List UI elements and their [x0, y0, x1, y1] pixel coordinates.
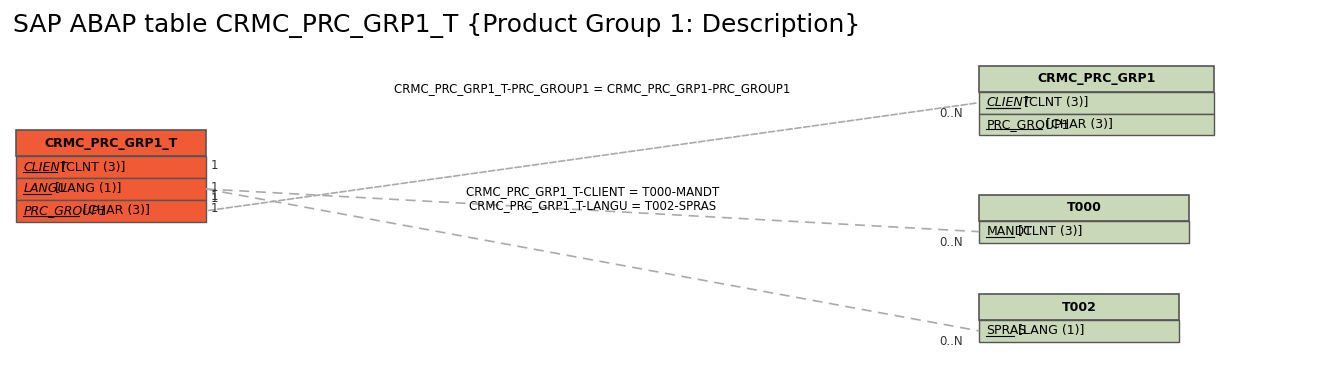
- Text: [CLNT (3)]: [CLNT (3)]: [1014, 225, 1083, 238]
- FancyBboxPatch shape: [979, 320, 1179, 342]
- Text: 1: 1: [211, 192, 218, 205]
- Text: [LANG (1)]: [LANG (1)]: [1014, 325, 1084, 337]
- FancyBboxPatch shape: [979, 66, 1213, 92]
- Text: CLIENT: CLIENT: [24, 161, 68, 174]
- Text: LANGU: LANGU: [24, 182, 66, 196]
- Text: 1: 1: [211, 181, 218, 193]
- Text: 0..N: 0..N: [940, 107, 964, 120]
- FancyBboxPatch shape: [979, 195, 1189, 221]
- FancyBboxPatch shape: [979, 294, 1179, 320]
- Text: [CLNT (3)]: [CLNT (3)]: [1019, 96, 1088, 109]
- Text: T000: T000: [1067, 201, 1102, 215]
- FancyBboxPatch shape: [16, 200, 206, 222]
- Text: MANDT: MANDT: [986, 225, 1033, 238]
- Text: CRMC_PRC_GRP1_T: CRMC_PRC_GRP1_T: [45, 137, 178, 150]
- FancyBboxPatch shape: [16, 156, 206, 178]
- Text: CRMC_PRC_GRP1_T-LANGU = T002-SPRAS: CRMC_PRC_GRP1_T-LANGU = T002-SPRAS: [469, 199, 716, 212]
- FancyBboxPatch shape: [979, 92, 1213, 113]
- FancyBboxPatch shape: [979, 221, 1189, 242]
- Text: 1: 1: [211, 202, 218, 215]
- Text: 1: 1: [211, 190, 218, 204]
- Text: PRC_GROUP1: PRC_GROUP1: [986, 118, 1070, 131]
- FancyBboxPatch shape: [16, 178, 206, 200]
- Text: [CHAR (3)]: [CHAR (3)]: [78, 204, 150, 217]
- Text: T002: T002: [1062, 300, 1096, 314]
- Text: 0..N: 0..N: [940, 335, 964, 348]
- Text: CRMC_PRC_GRP1_T-CLIENT = T000-MANDT: CRMC_PRC_GRP1_T-CLIENT = T000-MANDT: [466, 185, 719, 198]
- Text: SPRAS: SPRAS: [986, 325, 1026, 337]
- Text: 1: 1: [211, 159, 218, 172]
- FancyBboxPatch shape: [979, 113, 1213, 135]
- Text: [CLNT (3)]: [CLNT (3)]: [57, 161, 125, 174]
- Text: CLIENT: CLIENT: [986, 96, 1031, 109]
- Text: CRMC_PRC_GRP1_T-PRC_GROUP1 = CRMC_PRC_GRP1-PRC_GROUP1: CRMC_PRC_GRP1_T-PRC_GROUP1 = CRMC_PRC_GR…: [395, 82, 791, 95]
- Text: CRMC_PRC_GRP1: CRMC_PRC_GRP1: [1038, 72, 1156, 85]
- Text: SAP ABAP table CRMC_PRC_GRP1_T {Product Group 1: Description}: SAP ABAP table CRMC_PRC_GRP1_T {Product …: [13, 13, 861, 38]
- Text: PRC_GROUP1: PRC_GROUP1: [24, 204, 108, 217]
- Text: [LANG (1)]: [LANG (1)]: [52, 182, 121, 196]
- Text: [CHAR (3)]: [CHAR (3)]: [1042, 118, 1112, 131]
- FancyBboxPatch shape: [16, 130, 206, 156]
- Text: 0..N: 0..N: [940, 236, 964, 249]
